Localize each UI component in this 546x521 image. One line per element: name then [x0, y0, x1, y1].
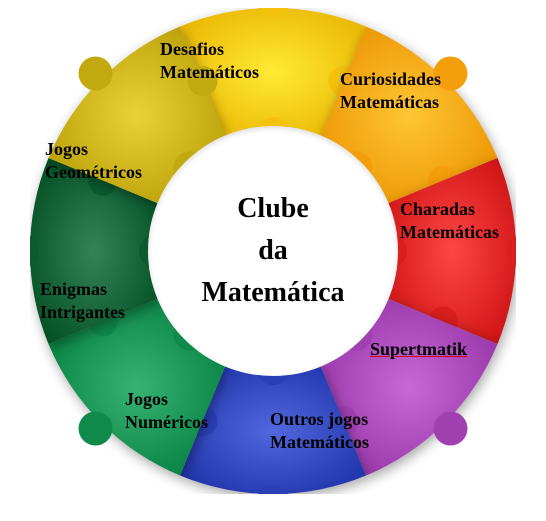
- segment-label-line2: Matemáticos: [160, 61, 259, 84]
- segment-knob-outer: [79, 57, 113, 91]
- segment-label-line2: Matemáticos: [270, 431, 369, 454]
- segment-label-line1: Desafios: [160, 38, 259, 61]
- segment-label-line1: Jogos: [45, 138, 142, 161]
- segment-label-numericos: JogosNuméricos: [125, 388, 208, 433]
- segment-label-line1: Jogos: [125, 388, 208, 411]
- center-circle: Clube da Matemática: [148, 126, 398, 376]
- segment-label-line2: Geométricos: [45, 161, 142, 184]
- segment-label-line2: Matemáticas: [400, 221, 499, 244]
- puzzle-wheel: Clube da Matemática DesafiosMatemáticosC…: [30, 8, 516, 494]
- segment-label-line2: Matemáticas: [340, 91, 441, 114]
- segment-label-line1: Charadas: [400, 198, 499, 221]
- segment-label-enigmas: EnigmasIntrigantes: [40, 278, 125, 323]
- segment-label-charadas: CharadasMatemáticas: [400, 198, 499, 243]
- center-line-1: Clube: [201, 188, 344, 230]
- segment-label-line1: Enigmas: [40, 278, 125, 301]
- segment-label-desafios: DesafiosMatemáticos: [160, 38, 259, 83]
- segment-label-line2: Intrigantes: [40, 301, 125, 324]
- segment-label-supertmatik: Supertmatik: [370, 338, 467, 361]
- segment-label-line1: Supertmatik: [370, 338, 467, 361]
- center-line-2: da: [201, 230, 344, 272]
- segment-knob-outer: [433, 411, 467, 445]
- segment-label-geometricos: JogosGeométricos: [45, 138, 142, 183]
- segment-label-curiosidades: CuriosidadesMatemáticas: [340, 68, 441, 113]
- segment-knob-outer: [79, 411, 113, 445]
- segment-label-outros: Outros jogosMatemáticos: [270, 408, 369, 453]
- center-title: Clube da Matemática: [201, 188, 344, 314]
- center-line-3: Matemática: [201, 272, 344, 314]
- segment-label-line1: Curiosidades: [340, 68, 441, 91]
- segment-label-line2: Numéricos: [125, 411, 208, 434]
- segment-label-line1: Outros jogos: [270, 408, 369, 431]
